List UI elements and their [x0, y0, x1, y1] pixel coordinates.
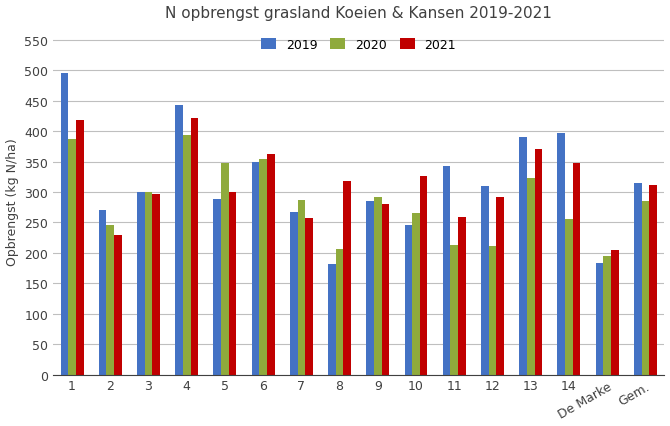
- Bar: [290, 213, 297, 375]
- Bar: [366, 201, 374, 375]
- Bar: [228, 193, 237, 375]
- Bar: [596, 264, 603, 375]
- Bar: [557, 134, 565, 375]
- Bar: [145, 193, 152, 375]
- Bar: [481, 187, 488, 375]
- Bar: [252, 162, 259, 375]
- Bar: [496, 197, 504, 375]
- Bar: [306, 219, 313, 375]
- Bar: [535, 150, 542, 375]
- Bar: [267, 154, 275, 375]
- Bar: [420, 176, 427, 375]
- Bar: [488, 247, 496, 375]
- Bar: [412, 214, 420, 375]
- Bar: [519, 138, 527, 375]
- Bar: [176, 106, 183, 375]
- Bar: [60, 74, 68, 375]
- Bar: [573, 164, 580, 375]
- Bar: [374, 197, 382, 375]
- Title: N opbrengst grasland Koeien & Kansen 2019-2021: N opbrengst grasland Koeien & Kansen 201…: [165, 6, 552, 20]
- Bar: [297, 201, 306, 375]
- Bar: [137, 193, 145, 375]
- Bar: [68, 140, 76, 375]
- Bar: [649, 185, 657, 375]
- Bar: [450, 245, 458, 375]
- Bar: [641, 201, 649, 375]
- Legend: 2019, 2020, 2021: 2019, 2020, 2021: [257, 35, 460, 55]
- Bar: [344, 181, 351, 375]
- Bar: [634, 184, 641, 375]
- Bar: [152, 194, 160, 375]
- Bar: [328, 264, 336, 375]
- Bar: [336, 249, 344, 375]
- Bar: [611, 250, 618, 375]
- Bar: [76, 121, 84, 375]
- Bar: [190, 118, 198, 375]
- Bar: [221, 164, 228, 375]
- Bar: [107, 226, 114, 375]
- Bar: [183, 136, 190, 375]
- Bar: [259, 159, 267, 375]
- Bar: [565, 220, 573, 375]
- Bar: [405, 226, 412, 375]
- Bar: [527, 178, 535, 375]
- Bar: [443, 167, 450, 375]
- Bar: [99, 211, 107, 375]
- Bar: [458, 217, 466, 375]
- Bar: [382, 204, 389, 375]
- Y-axis label: Opbrengst (kg N/ha): Opbrengst (kg N/ha): [5, 138, 19, 265]
- Bar: [214, 200, 221, 375]
- Bar: [114, 235, 122, 375]
- Bar: [603, 256, 611, 375]
